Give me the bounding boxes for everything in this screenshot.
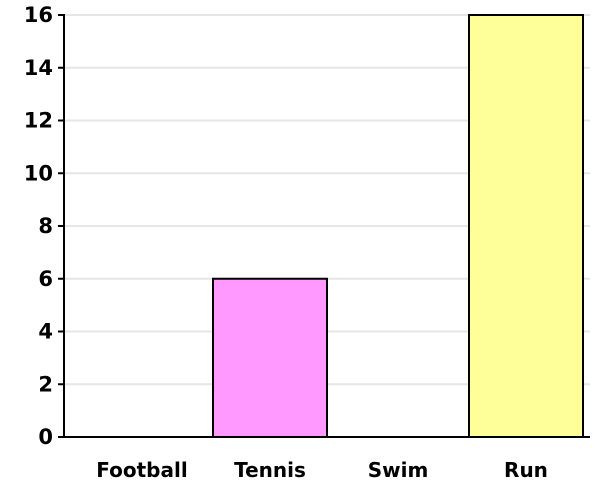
y-tick-label: 12 bbox=[24, 109, 53, 133]
y-tick-label: 2 bbox=[38, 372, 53, 396]
x-category-label: Tennis bbox=[234, 458, 306, 482]
x-category-label: Football bbox=[96, 458, 187, 482]
y-tick-label: 8 bbox=[38, 214, 53, 238]
x-category-label: Swim bbox=[368, 458, 429, 482]
bars bbox=[212, 14, 584, 438]
x-category-label: Run bbox=[504, 458, 548, 482]
y-tick-labels: 0 2 4 6 8 10 12 14 16 bbox=[24, 3, 64, 449]
y-tick-label: 14 bbox=[24, 56, 53, 80]
y-tick-label: 4 bbox=[38, 320, 53, 344]
bar-run bbox=[468, 14, 584, 438]
x-category-labels: Football Tennis Swim Run bbox=[96, 458, 548, 482]
bar-tennis bbox=[212, 277, 328, 438]
y-tick-label: 6 bbox=[38, 267, 53, 291]
y-tick-label: 0 bbox=[38, 425, 53, 449]
y-tick-label: 16 bbox=[24, 3, 53, 27]
y-tick-label: 10 bbox=[24, 161, 53, 185]
